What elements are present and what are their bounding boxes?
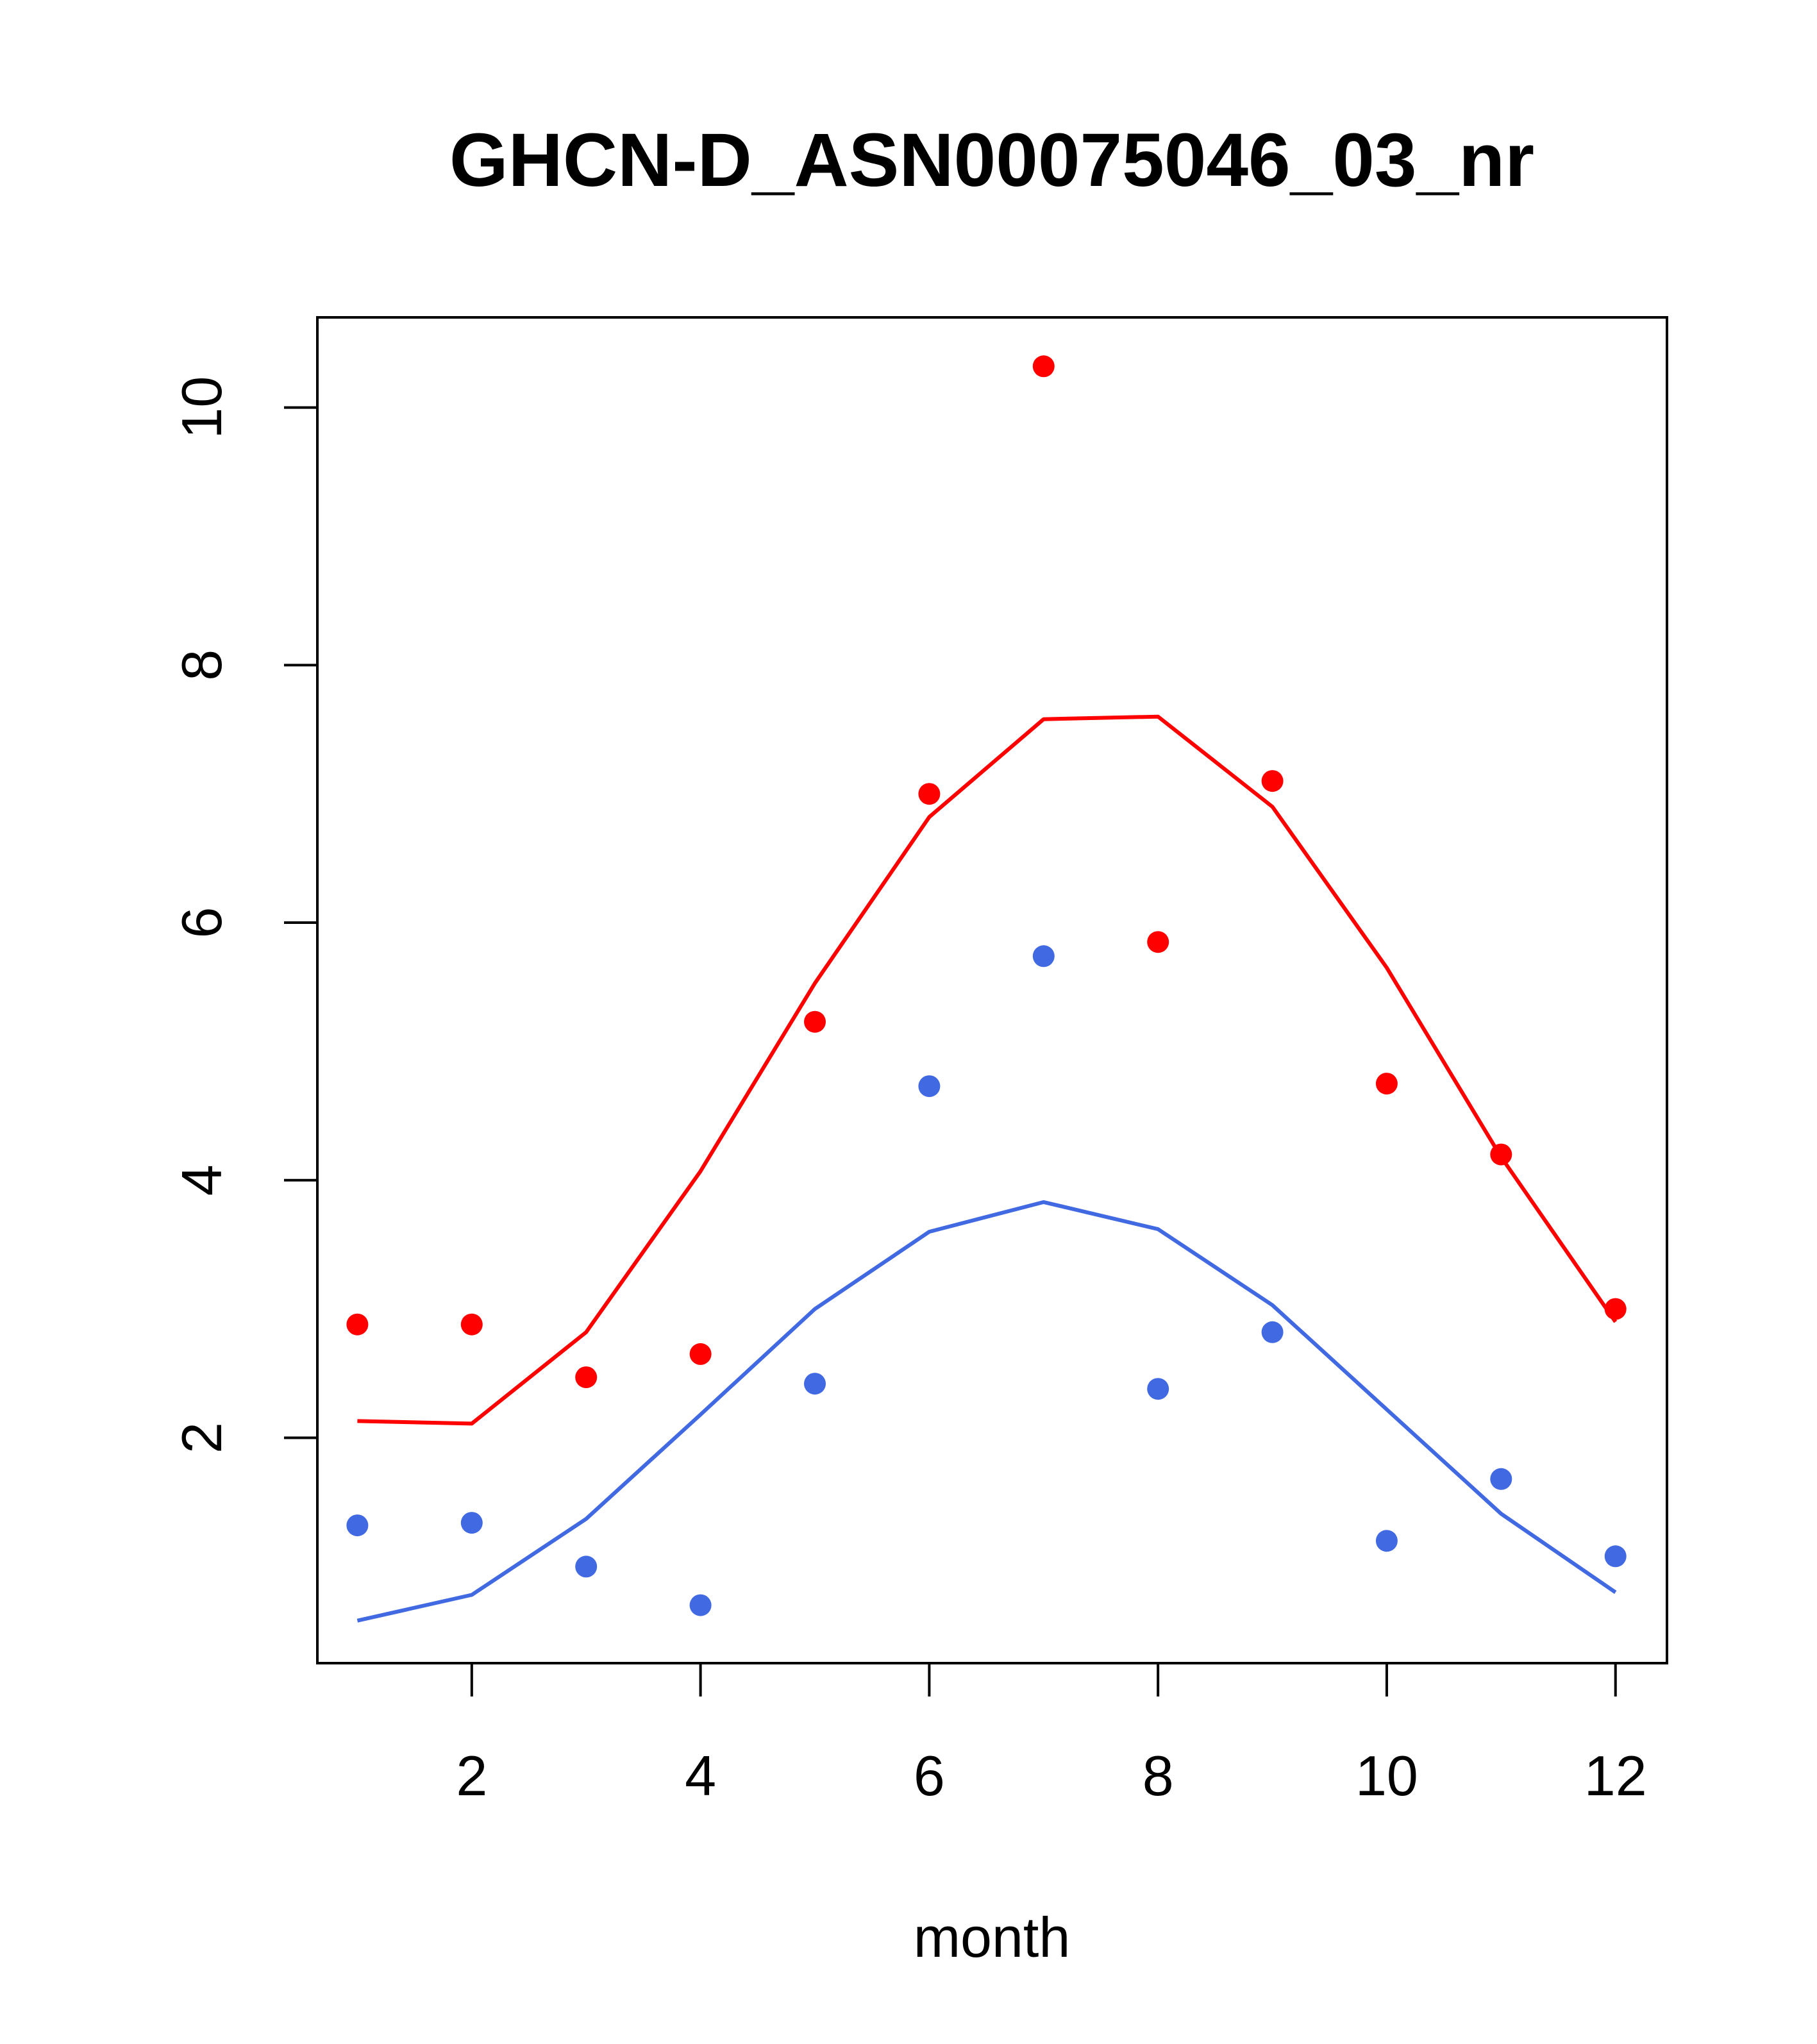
series-2-point: [1604, 1545, 1627, 1568]
series-1-point: [1032, 355, 1055, 378]
x-tick-label: 6: [914, 1744, 945, 1807]
series-2-point: [1147, 1378, 1169, 1400]
y-tick-label: 6: [170, 907, 233, 939]
series-1-point: [460, 1313, 483, 1336]
series-1-point: [1261, 770, 1284, 792]
series-2-point: [1490, 1468, 1512, 1490]
x-tick-label: 2: [456, 1744, 487, 1807]
x-axis: 2 4 6 8 10 12: [456, 1663, 1647, 1807]
series-1-point: [1490, 1143, 1512, 1166]
series-1-point: [918, 783, 941, 805]
series-2-line: [356, 1200, 1617, 1623]
y-axis: 2 4 6 8 10: [170, 376, 317, 1453]
x-tick-label: 10: [1355, 1744, 1418, 1807]
y-tick-label: 2: [170, 1422, 233, 1453]
x-tick-label: 8: [1143, 1744, 1174, 1807]
series-1-point: [575, 1366, 598, 1389]
plot-area-frame: [316, 316, 1668, 1664]
series-2-point: [346, 1514, 369, 1537]
series-2-point: [804, 1373, 826, 1395]
series-1-line: [357, 714, 1618, 1426]
series-2-point: [689, 1594, 712, 1616]
series-1-point: [1604, 1298, 1627, 1320]
x-axis-label: month: [914, 1906, 1071, 1969]
y-tick-label: 10: [170, 376, 233, 439]
series-1-point: [346, 1313, 369, 1336]
x-tick-label: 12: [1584, 1744, 1647, 1807]
series-1-point: [1375, 1073, 1398, 1095]
y-tick-label: 8: [170, 649, 233, 681]
series-points: [346, 355, 1627, 1616]
y-tick-label: 4: [170, 1164, 233, 1196]
series-2-point: [1261, 1321, 1284, 1343]
series-2-point: [460, 1512, 483, 1534]
series-2-point: [575, 1555, 598, 1578]
x-tick-label: 4: [685, 1744, 716, 1807]
series-lines: [356, 714, 1618, 1623]
series-2-point: [1375, 1530, 1398, 1552]
series-2-point: [1032, 945, 1055, 968]
series-2-point: [918, 1075, 941, 1098]
chart-title: GHCN-D_ASN00075046_03_nr: [449, 118, 1534, 203]
series-1-point: [804, 1010, 826, 1033]
series-1-point: [1147, 931, 1169, 953]
series-1-point: [689, 1343, 712, 1365]
